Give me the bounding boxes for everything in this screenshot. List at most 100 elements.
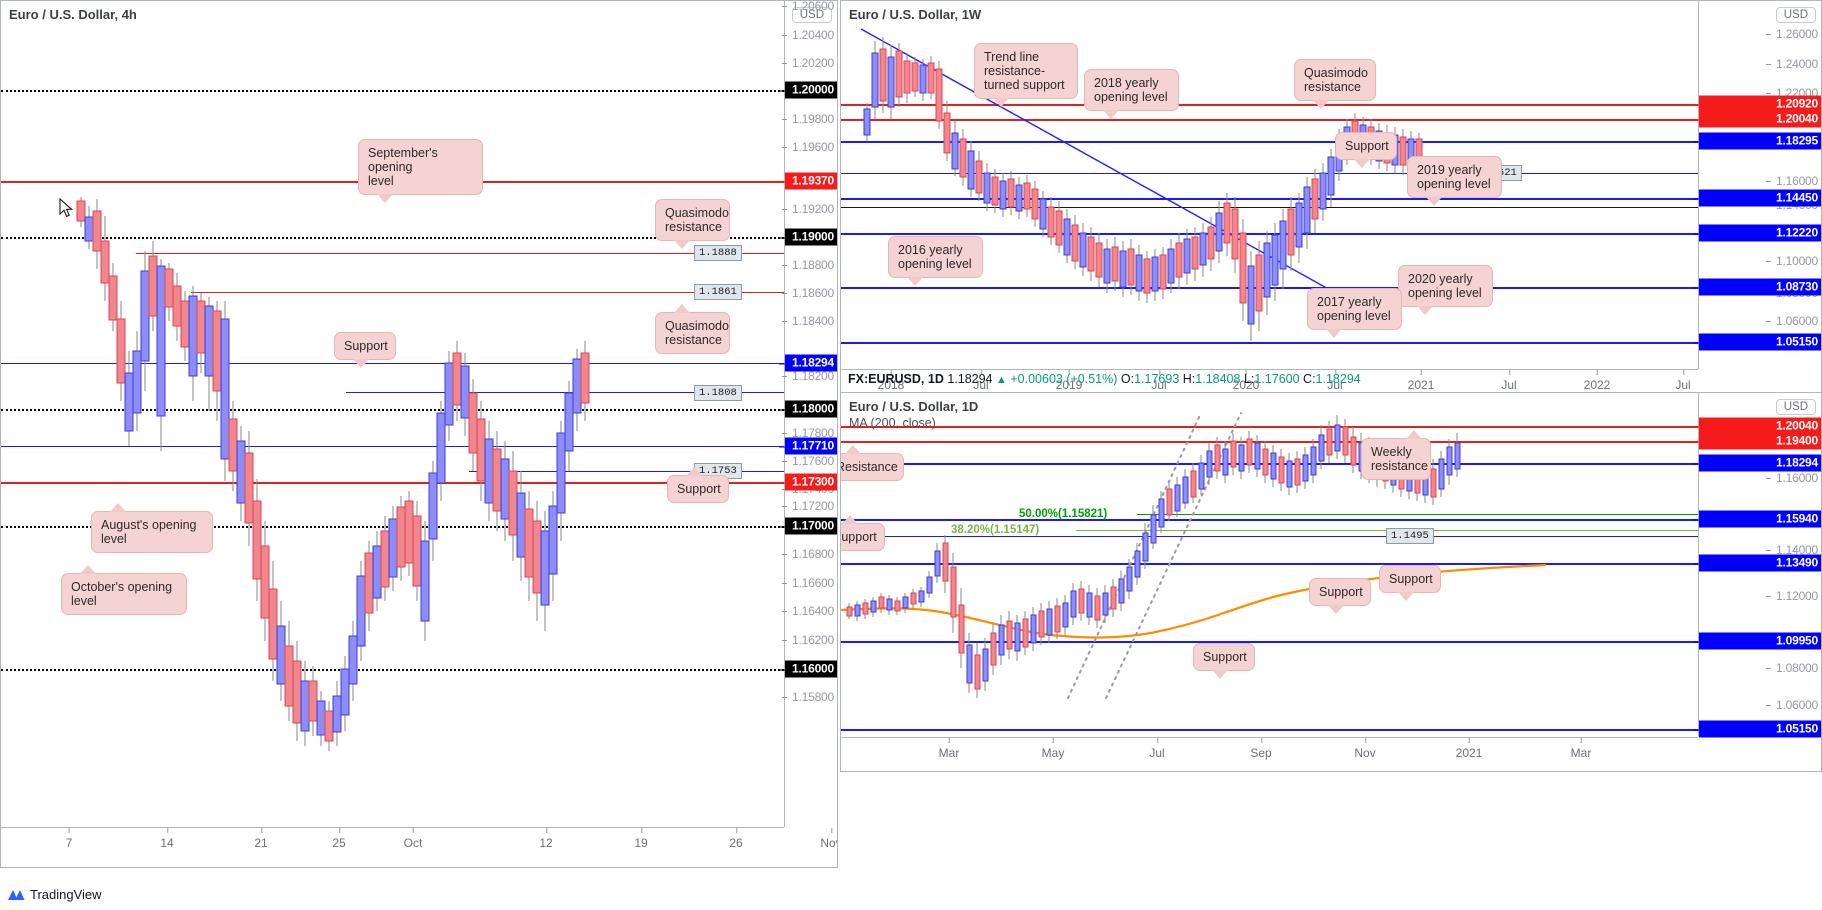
callout-weekly-resistance[interactable]: Weekly resistance [1361,430,1431,480]
level-1-20000 [1,90,784,92]
time-axis-4h[interactable]: 7 14 21 25 Oct 12 19 26 Nov [1,827,837,867]
y-price-label-1-17000: 1.17000 [779,517,837,535]
chart-title-4h: Euro / U.S. Dollar, 4h [9,7,137,22]
callout-2019-yearly-opening-level[interactable]: 2019 yearly opening level [1407,156,1502,206]
y-tick: 1.20600 [782,1,834,13]
time-axis-1d[interactable]: Mar May Jul Sep Nov 2021 Mar [841,737,1698,771]
x-tick: 2022 [1584,370,1610,392]
level-1-20040-1d [841,426,1698,428]
callout-trend-line-resistance-turned-support[interactable]: Trend line resistance- turned support [974,43,1078,107]
chart-title-1d: Euro / U.S. Dollar, 1D [849,399,979,414]
x-tick: 2021 [1456,738,1482,760]
callout-augusts-opening-level[interactable]: August's opening level [91,503,213,553]
y-tick: 1.16000 [1766,174,1818,188]
y-tick: 1.18800 [782,258,834,272]
level-1-18295 [841,141,1698,143]
y-price-label-1-18295: 1.18295 [1693,132,1821,150]
tradingview-brand-label: TradingView [30,887,102,902]
callout-2020-yearly-opening-level[interactable]: 2020 yearly opening level [1398,265,1493,315]
callout-support-1w[interactable]: Support [1335,132,1397,168]
price-tag-1-1888: 1.1888 [694,245,742,261]
price-axis-4h[interactable]: USD 1.20600 1.20400 1.20200 1.19800 1.19… [779,1,837,827]
callout-quasimodo-resistance-1w[interactable]: Quasimodo resistance [1294,59,1376,109]
x-tick: 14 [160,828,174,850]
quote-status-bar: FX:EURUSD, 1D 1.18294 ▲ +0.00603 (+0.51%… [848,372,1361,386]
x-tick: Jul [1675,370,1691,392]
y-tick: 1.17600 [782,454,834,468]
y-tick: 1.08000 [1766,661,1818,675]
plot-area-1w[interactable]: 1.1621 Trend line resistance- turned sup… [841,1,1698,369]
chart-indicator-legend-1d: MA (200, close) [849,416,936,430]
level-1-13850 [841,207,1698,208]
callout-support-1d-c[interactable]: Support [1309,578,1371,614]
y-price-label-1-20040-1d: 1.20040 [1693,417,1821,435]
level-1-12220 [841,233,1698,235]
x-tick: 2020 [1233,370,1259,392]
y-tick: 1.19200 [782,202,834,216]
level-1-19000 [1,237,784,239]
y-price-label-1-14450: 1.14450 [1693,189,1821,207]
callout-2016-yearly-opening-level[interactable]: 2016 yearly opening level [888,236,983,286]
y-price-label-1-18000: 1.18000 [779,400,837,418]
callout-support-1d-b[interactable]: Support [1379,565,1441,601]
price-tag-1-1495: 1.1495 [1386,528,1434,544]
callout-resistance-1d[interactable]: Resistance [841,445,904,481]
y-price-label-1-20040: 1.20040 [1693,110,1821,128]
y-tick: 1.19800 [782,112,834,126]
level-1-17710 [1,446,784,447]
chart-panel-4h[interactable]: Euro / U.S. Dollar, 4h [0,0,838,868]
level-1-19400-1d [841,441,1698,443]
x-tick: 12 [539,828,553,850]
chart-title-1w: Euro / U.S. Dollar, 1W [849,7,982,22]
candlestick-series-1w [863,37,1423,341]
x-tick: Jul [1327,370,1343,392]
chart-panel-1d[interactable]: Euro / U.S. Dollar, 1D MA (200, close) 5… [840,392,1822,772]
level-1-15940-1d [841,519,1698,521]
y-tick: 1.20400 [782,28,834,42]
plot-area-1d[interactable]: 50.00%(1.15821) 38.20%(1.15147) [841,393,1698,737]
x-tick: 2021 [1408,370,1434,392]
plot-area-4h[interactable]: 1.1888 1.1861 1.1808 1.1753 September's … [1,1,784,827]
quote-close-value: 1.18294 [1315,372,1361,386]
x-tick: 19 [634,828,648,850]
x-tick: Mar [1571,738,1591,760]
callout-support-1d-d[interactable]: Support [1193,643,1255,679]
y-tick: 1.17200 [782,499,834,513]
y-price-label-1-16000: 1.16000 [779,660,837,678]
tradingview-brand[interactable]: TradingView [8,887,102,902]
currency-pill-1w: USD [1775,7,1816,23]
x-tick: Nov [820,828,837,850]
currency-pill-1d: USD [1775,399,1816,415]
callout-quasimodo-resistance-upper[interactable]: Quasimodo resistance [655,199,730,249]
quote-high-value: 1.18408 [1195,372,1241,386]
quote-change: +0.00603 (+0.51%) [1010,372,1118,386]
y-tick: 1.10000 [1766,254,1818,268]
quote-low-key: L: [1243,372,1255,386]
level-1-18000 [1,409,784,411]
callout-support-lower[interactable]: Support [667,467,729,503]
y-price-label-1-09950-1d: 1.09950 [1693,632,1821,650]
callout-support-upper[interactable]: Support [334,332,396,368]
x-tick: May [1042,738,1064,760]
chart-panel-1w[interactable]: Euro / U.S. Dollar, 1W [840,0,1822,404]
callout-2017-yearly-opening-level[interactable]: 2017 yearly opening level [1307,288,1402,338]
callout-octobers-opening-level[interactable]: October's opening level [61,565,187,615]
callout-quasimodo-resistance-lower[interactable]: Quasimodo resistance [655,304,730,354]
y-tick: 1.18400 [782,314,834,328]
callout-support-1d-a[interactable]: Support [841,515,885,551]
y-price-label-1-20000: 1.20000 [779,81,837,99]
y-price-label-1-12220: 1.12220 [1693,224,1821,242]
y-price-label-1-15940-1d: 1.15940 [1693,510,1821,528]
y-price-label-1-05150: 1.05150 [1693,333,1821,351]
y-price-label-1-18294: 1.18294 [779,354,837,372]
price-tag-1-1808: 1.1808 [694,385,742,401]
level-1-18294-1d [841,463,1698,465]
callout-september-opening-level[interactable]: September's opening level [358,139,483,203]
y-tick: 1.14000 [1766,543,1818,557]
price-axis-1w[interactable]: USD 1.26000 1.24000 1.22000 1.16000 1.14… [1693,1,1821,369]
callout-2018-yearly-opening-level[interactable]: 2018 yearly opening level [1084,69,1179,119]
y-tick: 1.16000 [1766,471,1818,485]
price-axis-1d[interactable]: USD 1.16000 1.14000 1.12000 1.08000 1.06… [1693,393,1821,738]
y-tick: 1.16600 [782,576,834,590]
